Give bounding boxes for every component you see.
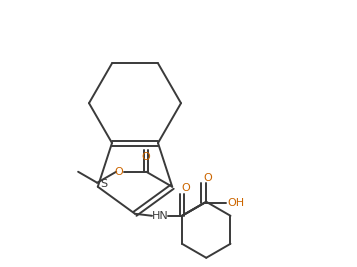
Text: OH: OH [227,198,244,208]
Text: O: O [115,167,124,177]
Text: S: S [100,179,107,189]
Text: O: O [203,173,212,183]
Text: O: O [182,183,190,193]
Text: O: O [142,152,151,162]
Text: HN: HN [152,211,169,221]
